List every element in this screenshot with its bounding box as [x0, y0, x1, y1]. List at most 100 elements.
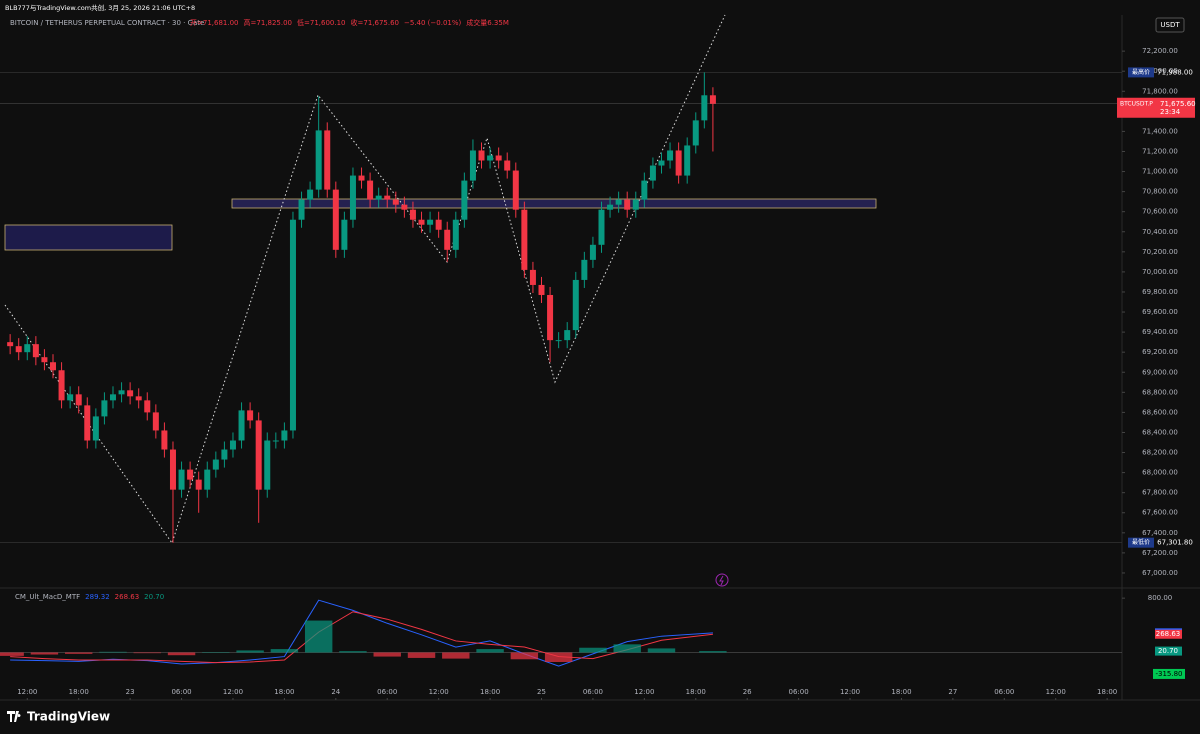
x-tick-label: 06:00	[789, 688, 809, 696]
candle-body	[675, 150, 682, 176]
x-tick-label: 12:00	[1046, 688, 1066, 696]
candle-body	[127, 390, 134, 397]
candle-body	[409, 209, 416, 220]
x-tick-label: 18:00	[686, 688, 706, 696]
quote-values: 开=71,681.00 高=71,825.00 低=71,600.10 收=71,67…	[190, 18, 509, 27]
candle-body	[32, 344, 39, 358]
histogram-bar	[647, 648, 676, 653]
currency[interactable]: USDT	[1160, 21, 1180, 29]
candle-body	[92, 416, 99, 441]
symbol-legend: BITCOIN / TETHERUS PERPETUAL CONTRACT · …	[10, 18, 509, 27]
candle-body	[684, 145, 691, 176]
last-price-tag	[1117, 97, 1195, 118]
x-tick-label: 06:00	[583, 688, 603, 696]
y-tick-label: 71,000.00	[1142, 168, 1178, 176]
candle-body	[178, 469, 185, 490]
quote-field: −5.40 (−0.01%)	[404, 19, 462, 27]
x-tick-label: 06:00	[171, 688, 191, 696]
quote-field: 收=71,675.60	[351, 18, 400, 27]
y-tick-label: 70,800.00	[1142, 188, 1178, 196]
value-tag	[1155, 629, 1182, 639]
event-icon-bolt	[719, 575, 724, 586]
candle-body	[418, 219, 425, 225]
candle-body	[701, 95, 708, 121]
price-tag-label: 最高价	[1132, 68, 1150, 76]
x-tick-label: 24	[331, 688, 340, 696]
zone[interactable]	[231, 198, 877, 209]
x-tick-label: 18:00	[69, 688, 89, 696]
legend-entry: 289.32	[85, 593, 110, 601]
candle-body	[632, 199, 639, 210]
candle-body	[15, 346, 22, 353]
y-tick-label: 68,400.00	[1142, 428, 1178, 436]
zone[interactable]	[4, 224, 173, 251]
candle-body	[367, 180, 374, 200]
event-icon[interactable]	[715, 573, 729, 587]
y-tick-label: 68,800.00	[1142, 388, 1178, 396]
y-tick-label: 69,400.00	[1142, 328, 1178, 336]
candle-body	[281, 430, 288, 441]
value-tag-label: 20.70	[1158, 647, 1178, 655]
histogram-bar	[510, 652, 539, 660]
x-tick-label: 23	[126, 688, 135, 696]
histogram-bar	[407, 652, 436, 658]
candle-body	[589, 244, 596, 260]
candle-body	[598, 209, 605, 245]
x-tick-label: 06:00	[994, 688, 1014, 696]
candle-body	[324, 130, 331, 190]
histogram-bar	[0, 652, 24, 656]
candle-body	[307, 189, 314, 200]
candle-body	[101, 400, 108, 417]
x-tick-label: 12:00	[840, 688, 860, 696]
legend-entry: 20.70	[144, 593, 164, 601]
zigzag-drawing[interactable]	[4, 14, 726, 545]
candle-body	[581, 259, 588, 280]
candle-body	[667, 150, 674, 161]
histogram-bar	[133, 652, 161, 654]
level-tag	[1153, 668, 1185, 679]
candle-body	[315, 130, 322, 190]
price-tag-label: 最低价	[1132, 538, 1150, 546]
candle-body	[392, 199, 399, 205]
price-tag	[1128, 67, 1154, 78]
x-tick-label: 18:00	[891, 688, 911, 696]
y-tick-label: 70,000.00	[1142, 268, 1178, 276]
candle-body	[495, 155, 502, 161]
x-tick-label: 12:00	[17, 688, 37, 696]
candle-body	[212, 459, 219, 470]
candle-body	[195, 479, 202, 490]
y-tick-label: 67,800.00	[1142, 489, 1178, 497]
candle-body	[504, 160, 511, 171]
x-tick-label: 26	[743, 688, 752, 696]
candle-body	[375, 195, 382, 200]
y-tick-label: 70,600.00	[1142, 208, 1178, 216]
candle-body	[401, 204, 408, 210]
histogram-bar	[339, 651, 367, 653]
candle-body	[7, 342, 14, 347]
y-tick-label: 69,200.00	[1142, 348, 1178, 356]
brand-name: TradingView	[27, 710, 110, 724]
candle-body	[521, 209, 528, 270]
histogram-bar	[167, 652, 196, 656]
candle-body	[264, 440, 271, 490]
candle-body	[161, 430, 168, 450]
candle-body	[384, 195, 391, 200]
histogram-bar	[544, 652, 573, 662]
y-tick-label: 67,200.00	[1142, 549, 1178, 557]
histogram-bar	[579, 647, 607, 653]
histogram-bar	[304, 620, 333, 653]
histogram-bar	[202, 652, 230, 653]
candle-body	[358, 175, 365, 181]
candle-body	[135, 396, 142, 401]
quote-field: 低=71,600.10	[297, 18, 346, 27]
price-tag	[1128, 537, 1154, 548]
candle-body	[41, 357, 48, 363]
y-tick-label: 71,800.00	[1142, 87, 1178, 95]
y-tick-label: 67,400.00	[1142, 529, 1178, 537]
y-tick-label: 68,000.00	[1142, 469, 1178, 477]
currency-box	[1155, 17, 1185, 33]
y-tick-label: 70,200.00	[1142, 248, 1178, 256]
candle-body	[461, 180, 468, 220]
